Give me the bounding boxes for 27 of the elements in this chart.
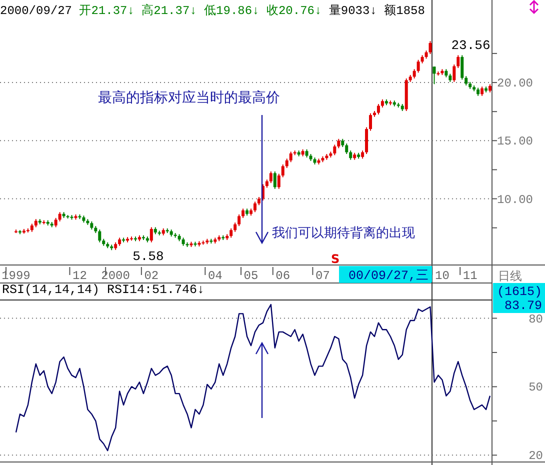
y-tick-label: 20 — [528, 449, 543, 464]
x-tick-label: 1999 — [2, 269, 30, 283]
chart-subtitle: 2000/09/27 开21.37↓ 高21.37↓ 低19.86↓ 收20.76↓ 量9033↓ 额1858 — [0, 3, 425, 18]
text: (1615) — [496, 285, 542, 299]
x-tick-label: 2000 — [101, 269, 130, 283]
y-tick-label: 10.00 — [497, 192, 534, 207]
x-tick-label: 02 — [144, 269, 159, 283]
x-tick-label: 06 — [276, 269, 290, 283]
y-tick-label: 80 — [528, 312, 543, 326]
x-tick-label: 07 — [316, 269, 330, 283]
annotation: 5.58 — [132, 249, 164, 264]
text: 83.79 — [504, 299, 542, 313]
annotation: S — [331, 252, 340, 266]
text: 日线 — [498, 269, 522, 283]
x-tick-label: 12 — [72, 269, 87, 283]
annotation: 23.56 — [451, 38, 490, 54]
y-tick-label: 20.00 — [497, 76, 534, 91]
annotation: 最高的指标对应当时的最高价 — [98, 90, 280, 106]
y-tick-label: 50 — [528, 380, 543, 395]
text: 00/09/27,三 — [348, 269, 429, 283]
annotation: 我们可以期待背离的出现 — [272, 225, 415, 241]
y-tick-label: 15.00 — [497, 134, 534, 149]
x-tick-label: 04 — [208, 269, 222, 283]
chart-title: RSI(14,14,14) RSI14:51.746↓ — [2, 283, 205, 297]
x-tick-label: 05 — [244, 269, 258, 283]
x-tick-label: 11 — [462, 269, 478, 283]
x-tick-label: 10 — [435, 269, 450, 283]
